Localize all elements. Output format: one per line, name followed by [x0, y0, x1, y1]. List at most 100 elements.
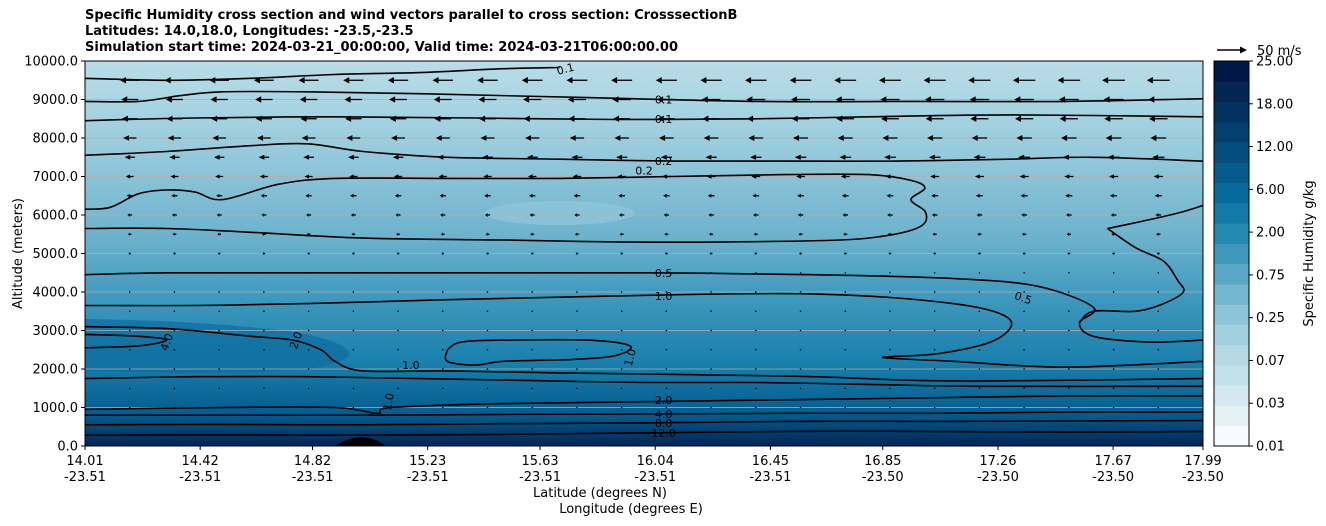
- wind-vector: [441, 329, 444, 332]
- wind-vector: [662, 174, 671, 179]
- wind-vector: [1112, 387, 1115, 390]
- wind-vector-head: [479, 115, 486, 122]
- colorbar-segment: [1214, 243, 1249, 265]
- wind-vector-head: [878, 77, 885, 84]
- x-tick-label-lon: -23.50: [1182, 470, 1224, 485]
- wind-vector: [523, 115, 541, 122]
- y-axis-label: Altitude (meters): [11, 198, 26, 309]
- wind-vector-head: [611, 77, 618, 84]
- wind-vector-head: [307, 252, 309, 255]
- wind-vector-head: [837, 135, 844, 141]
- wind-vector-head: [172, 213, 175, 217]
- colorbar-segment: [1214, 304, 1249, 325]
- x-tick-label-lon: -23.51: [634, 470, 676, 485]
- wind-vector-head: [121, 115, 128, 122]
- wind-vector: [352, 291, 355, 293]
- wind-vector: [1065, 193, 1073, 198]
- wind-vector: [486, 329, 489, 332]
- wind-vector-head: [978, 251, 980, 256]
- wind-vector-head: [528, 193, 533, 198]
- x-tick-label-lon: -23.50: [1092, 470, 1134, 485]
- contour-label: 1.0: [402, 359, 420, 372]
- wind-vector: [799, 348, 802, 351]
- colorbar-segment: [1214, 142, 1249, 163]
- colorbar-segment: [1214, 344, 1249, 366]
- wind-vector-head: [215, 174, 220, 179]
- wind-vector: [1146, 77, 1170, 84]
- wind-vector: [173, 368, 176, 370]
- wind-vector-head: [303, 154, 310, 160]
- wind-vector: [523, 96, 542, 103]
- wind-vector: [836, 115, 855, 122]
- wind-vector-head: [657, 96, 664, 103]
- wind-vector-head: [172, 232, 175, 236]
- wind-vector: [1157, 368, 1160, 370]
- wind-vector: [843, 251, 847, 256]
- wind-vector: [709, 232, 714, 236]
- wind-vector-head: [343, 77, 350, 84]
- wind-vector: [1068, 329, 1070, 332]
- wind-vector-head: [391, 135, 398, 141]
- wind-vector: [1157, 348, 1160, 351]
- contour-line-2.0: [85, 375, 1203, 388]
- wind-vector-head: [164, 77, 171, 84]
- wind-vector: [933, 271, 936, 275]
- wind-vector-head: [881, 115, 888, 122]
- wind-vector: [173, 310, 176, 313]
- colorbar-segment: [1214, 202, 1249, 224]
- wind-vector: [1156, 251, 1160, 256]
- wind-vector: [701, 96, 721, 103]
- wind-vector: [930, 174, 940, 179]
- wind-vector-head: [567, 96, 574, 103]
- wind-vector-head: [751, 174, 757, 179]
- wind-vector-head: [257, 135, 264, 141]
- wind-vector-head: [1065, 193, 1070, 198]
- contour-label-text: 0.1: [655, 94, 673, 107]
- wind-vector: [1059, 115, 1079, 122]
- contour-label-text: 0.1: [655, 113, 673, 126]
- wind-vector: [440, 232, 445, 236]
- wind-vector-head: [396, 232, 399, 236]
- wind-vector-head: [888, 251, 891, 256]
- wind-vector-head: [531, 271, 533, 275]
- wind-vector: [486, 310, 489, 313]
- wind-vector: [218, 348, 220, 351]
- wind-vector-head: [573, 193, 578, 198]
- wind-vector: [925, 115, 944, 122]
- wind-vector: [257, 135, 271, 141]
- contour-label: 1.0: [655, 290, 673, 303]
- wind-vector-head: [706, 174, 712, 179]
- wind-vector: [397, 387, 399, 390]
- wind-vector-head: [660, 154, 667, 160]
- wind-vector-head: [880, 96, 887, 103]
- wind-vector-head: [346, 135, 353, 141]
- wind-vector: [1068, 310, 1070, 313]
- wind-vector: [655, 77, 677, 84]
- wind-vector: [1102, 77, 1125, 84]
- wind-vector: [884, 154, 896, 160]
- contour-line-0.2: [85, 142, 1203, 163]
- wind-vector: [1014, 96, 1034, 103]
- wind-vector-head: [620, 271, 622, 275]
- contour-line-0.5: [85, 271, 1203, 343]
- wind-vector: [710, 406, 712, 409]
- wind-vector: [1068, 387, 1070, 390]
- wind-vector: [1148, 115, 1168, 122]
- wind-vector: [128, 387, 131, 390]
- wind-vector-head: [1146, 77, 1153, 84]
- wind-vector: [486, 387, 489, 390]
- wind-vector-head: [574, 213, 578, 217]
- wind-vector-head: [928, 154, 935, 160]
- wind-vector-head: [1061, 134, 1068, 142]
- wind-vector: [885, 174, 895, 179]
- wind-vector: [441, 348, 444, 351]
- wind-vector-head: [127, 213, 130, 217]
- wind-vector: [352, 329, 355, 332]
- wind-vector: [616, 154, 628, 160]
- contour-label: 4.0: [655, 408, 673, 421]
- wind-vector: [843, 232, 848, 236]
- colorbar-segment: [1214, 101, 1249, 123]
- wind-vector: [218, 387, 220, 390]
- axes: 0.0 1000.0 2000.0 3000.0 4000.0 5000.0 6000.0 7…: [11, 55, 1224, 518]
- wind-vector-head: [1103, 96, 1110, 103]
